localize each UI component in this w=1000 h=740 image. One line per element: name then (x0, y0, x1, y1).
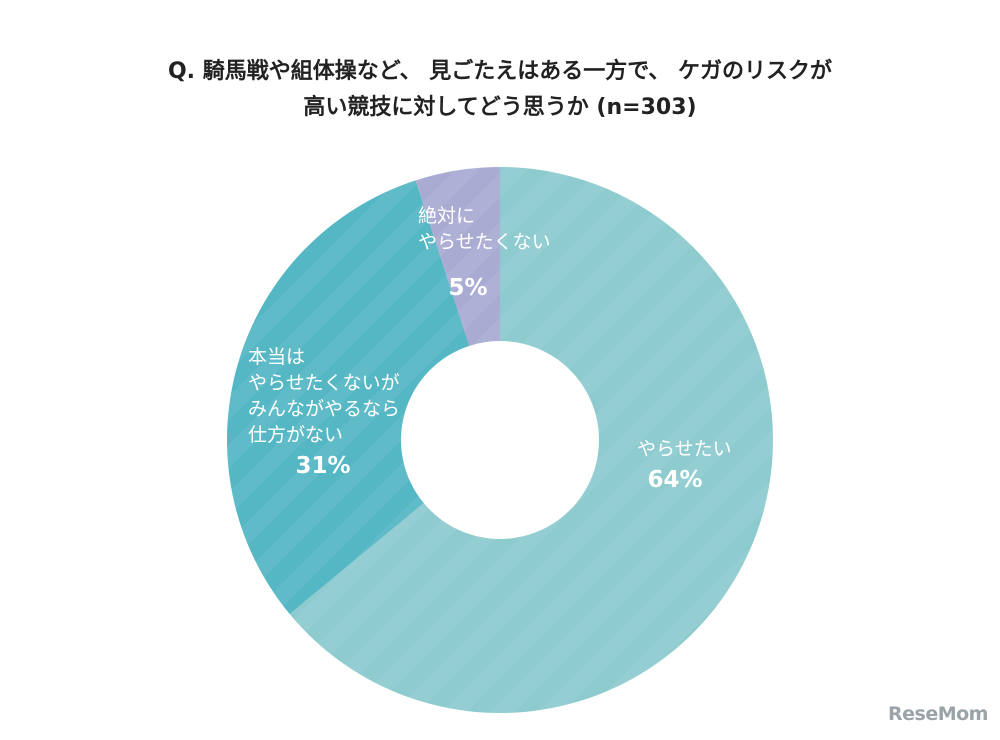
slice-label-3: 絶対にやらせたくない (418, 205, 551, 253)
donut-slice-2-stripes (226, 180, 470, 615)
slice-value-label-1: 64% (647, 467, 702, 493)
chart-title-line-1: Q. 騎馬戦や組体操など、 見ごたえはある一方で、 ケガのリスクが (167, 59, 833, 84)
slice-value-label-2: 31% (295, 453, 350, 479)
donut-slice-3-stripes (415, 167, 500, 346)
chart-title-line-2: 高い競技に対してどう思うか (n=303) (303, 95, 697, 120)
slice-label-1: やらせたい (637, 438, 732, 460)
slice-value-label-3: 5% (448, 275, 487, 301)
slice-labels: やらせたい 64% 本当はやらせたくないがみんながやるなら仕方がない 31% 絶対にやら… (248, 205, 732, 493)
slice-label-2: 本当はやらせたくないがみんながやるなら仕方がない (248, 346, 400, 446)
resemom-logo: ReseMom (888, 703, 988, 725)
chart-title: Q. 騎馬戦や組体操など、 見ごたえはある一方で、 ケガのリスクが 高い競技に対… (0, 54, 1000, 126)
donut-slices (226, 167, 774, 713)
donut-slice-1-stripes (289, 167, 774, 713)
